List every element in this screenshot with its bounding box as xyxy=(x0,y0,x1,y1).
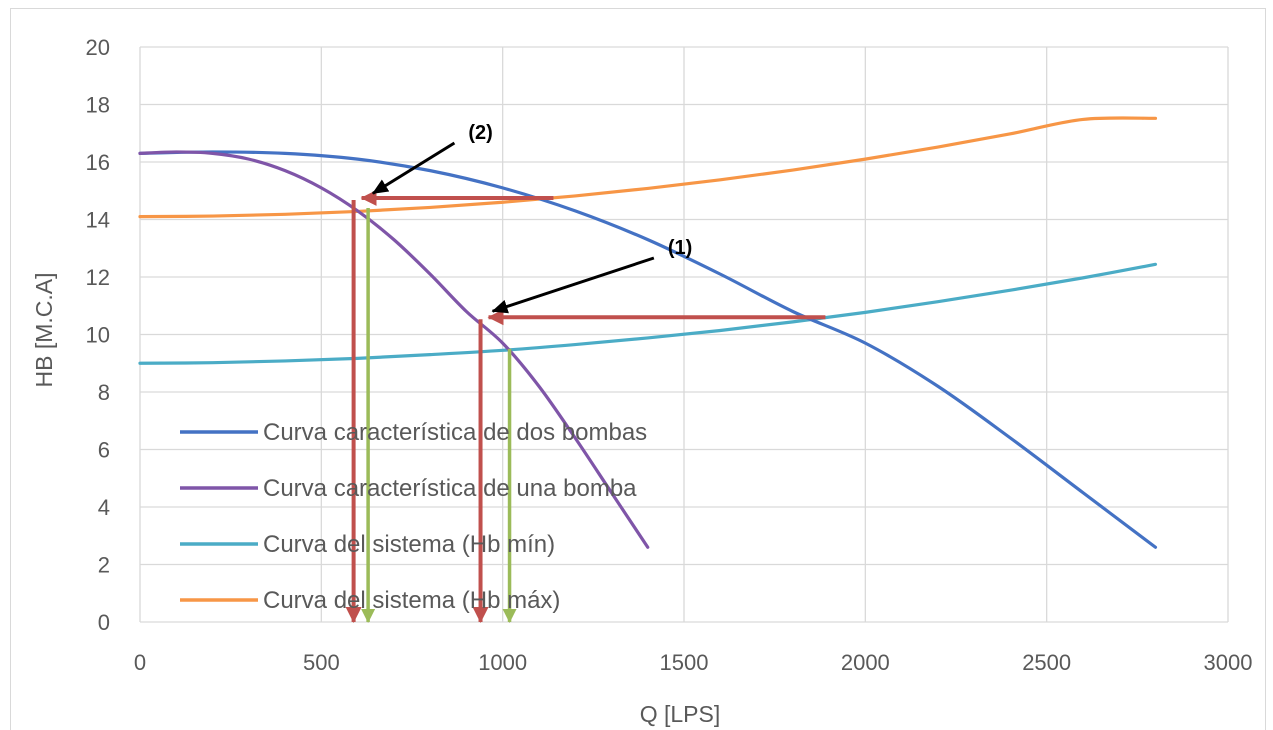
legend-label: Curva del sistema (Hb mín) xyxy=(263,531,555,558)
x-tick-label: 2000 xyxy=(841,650,890,675)
y-tick-label: 18 xyxy=(86,93,110,118)
legend-label: Curva característica de una bomba xyxy=(263,475,637,502)
x-tick-label: 2500 xyxy=(1022,650,1071,675)
y-tick-label: 4 xyxy=(98,495,110,520)
annotation-arrows: (1) (2) xyxy=(345,122,826,623)
x-tick-label: 1500 xyxy=(660,650,709,675)
legend: Curva característica de dos bombas Curva … xyxy=(180,419,647,614)
series-lines xyxy=(138,116,1158,549)
y-tick-label: 14 xyxy=(86,208,110,233)
series-line xyxy=(138,116,1158,219)
annotation-arrow xyxy=(372,141,456,195)
y-tick-label: 20 xyxy=(86,35,110,60)
annotation-label: (2) xyxy=(468,122,492,144)
x-axis-title: Q [LPS] xyxy=(640,701,721,727)
y-tick-label: 0 xyxy=(98,610,110,635)
y-tick-label: 10 xyxy=(86,323,110,348)
y-axis-title: HB [M.C.A] xyxy=(31,272,57,387)
x-tick-label: 3000 xyxy=(1204,650,1253,675)
legend-label: Curva del sistema (Hb máx) xyxy=(263,587,560,614)
series-line xyxy=(138,150,1158,549)
chart-frame xyxy=(10,8,1266,730)
annotation-arrow xyxy=(491,256,655,314)
y-tick-label: 2 xyxy=(98,553,110,578)
annotation-label: (1) xyxy=(668,237,692,259)
x-tick-label: 1000 xyxy=(478,650,527,675)
y-tick-label: 16 xyxy=(86,150,110,175)
series-line xyxy=(138,262,1158,365)
gridlines xyxy=(139,46,1229,623)
y-tick-labels: 0 2 4 6 8 10 12 14 16 18 20 xyxy=(86,35,110,635)
x-tick-label: 500 xyxy=(303,650,340,675)
y-tick-label: 12 xyxy=(86,265,110,290)
legend-label: Curva característica de dos bombas xyxy=(263,419,647,446)
y-tick-label: 6 xyxy=(98,438,110,463)
y-tick-label: 8 xyxy=(98,380,110,405)
x-tick-labels: 0 500 1000 1500 2000 2500 3000 xyxy=(134,650,1253,675)
x-tick-label: 0 xyxy=(134,650,146,675)
series-line xyxy=(138,150,650,549)
